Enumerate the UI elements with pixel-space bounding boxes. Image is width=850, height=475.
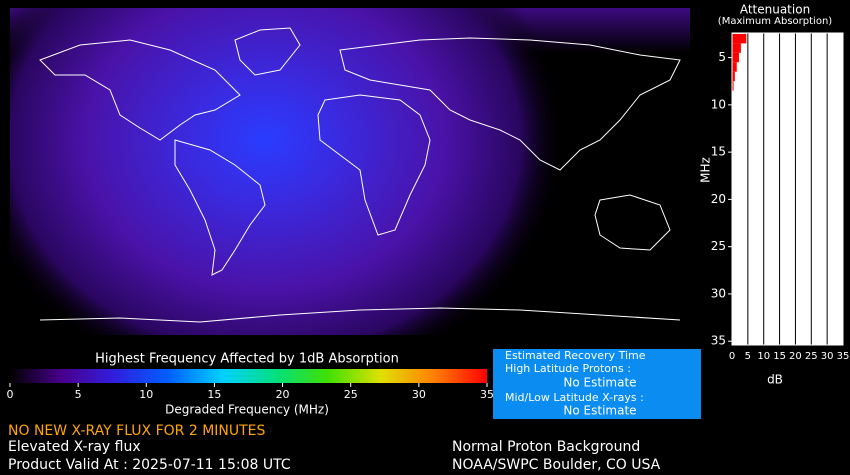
colorbar-tick-label: 5 <box>75 388 82 401</box>
recovery-high-value: No Estimate <box>563 376 636 390</box>
x-tick-label: 25 <box>805 351 818 362</box>
alert-text: NO NEW X-RAY FLUX FOR 2 MINUTES <box>8 423 266 439</box>
attenuation-plot <box>732 33 843 345</box>
y-tick-label: 15 <box>711 145 726 159</box>
x-tick-label: 5 <box>745 351 751 362</box>
attenuation-title: Attenuation <box>740 3 810 17</box>
colorbar-tick-label: 0 <box>7 388 14 401</box>
valid-time: Product Valid At : 2025-07-11 15:08 UTC <box>8 457 291 473</box>
x-tick-label: 10 <box>757 351 770 362</box>
x-tick-label: 30 <box>821 351 834 362</box>
recovery-box <box>493 349 701 419</box>
bar <box>732 52 739 63</box>
recovery-low-value: No Estimate <box>563 404 636 418</box>
y-tick-label: 30 <box>711 286 726 300</box>
map <box>10 8 690 335</box>
attenuation-subtitle: (Maximum Absorption) <box>718 16 832 27</box>
source: NOAA/SWPC Boulder, CO USA <box>452 457 661 473</box>
proton-status: Normal Proton Background <box>452 439 640 455</box>
bar <box>732 71 735 82</box>
attenuation-chart: Attenuation (Maximum Absorption) MHz dB <box>699 3 833 387</box>
colorbar-tick-label: 20 <box>276 388 290 401</box>
bar <box>732 62 737 72</box>
recovery-high-label: High Latitude Protons : <box>505 362 631 375</box>
y-tick-label: 5 <box>718 50 726 64</box>
bar <box>732 81 734 91</box>
x-tick-label: 20 <box>789 351 802 362</box>
colorbar-tick-label: 25 <box>344 388 358 401</box>
coastlines <box>39 27 681 323</box>
plot-frame <box>731 32 844 346</box>
y-tick-label: 35 <box>711 334 726 348</box>
recovery-title: Estimated Recovery Time <box>505 349 646 362</box>
y-tick-label: 25 <box>711 239 726 253</box>
recovery-low-label: Mid/Low Latitude X-rays : <box>505 391 644 404</box>
bar <box>732 33 747 44</box>
y-tick-label: 20 <box>711 192 726 206</box>
x-tick-label: 0 <box>729 351 735 362</box>
colorbar-tick-label: 35 <box>480 388 494 401</box>
colorbar-tick-label: 10 <box>139 388 153 401</box>
bar <box>732 43 741 53</box>
x-axis-label: dB <box>767 373 783 387</box>
x-tick-label: 35 <box>837 351 850 362</box>
colorbar-tick-label: 15 <box>207 388 221 401</box>
xray-status: Elevated X-ray flux <box>8 439 141 455</box>
colorbar-tick-label: 30 <box>412 388 426 401</box>
colorbar-label: Degraded Frequency (MHz) <box>165 403 329 417</box>
y-axis-label: MHz <box>699 157 713 183</box>
x-tick-label: 15 <box>773 351 786 362</box>
colorbar-title: Highest Frequency Affected by 1dB Absorp… <box>95 352 399 367</box>
y-tick-label: 10 <box>711 97 726 111</box>
colorbar <box>10 369 487 383</box>
